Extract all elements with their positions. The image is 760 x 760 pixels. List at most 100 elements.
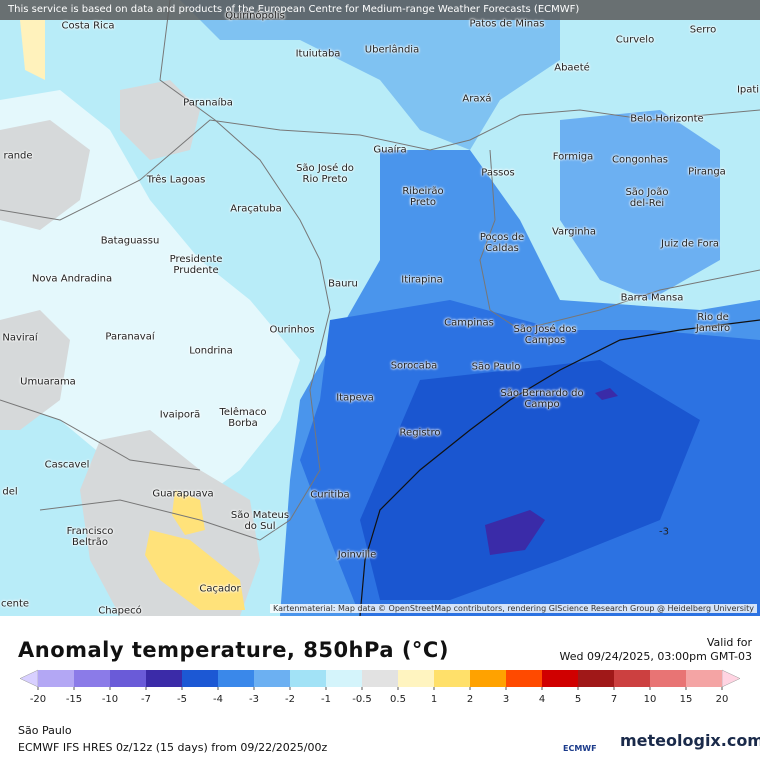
- color-bin: [434, 670, 470, 687]
- city-label[interactable]: Piranga: [688, 166, 726, 178]
- tick-label: 1: [431, 694, 437, 705]
- tick-label: -4: [213, 694, 223, 705]
- city-label[interactable]: Chapecó: [98, 605, 142, 617]
- color-bin: [542, 670, 578, 687]
- city-label[interactable]: Rio de Janeiro: [695, 312, 731, 334]
- city-label[interactable]: Naviraí: [2, 332, 38, 344]
- city-label[interactable]: Bataguassu: [100, 235, 160, 247]
- color-bin: [506, 670, 542, 687]
- city-label[interactable]: Curvelo: [615, 34, 655, 46]
- city-label[interactable]: Paranaíba: [183, 97, 233, 109]
- tick-label: 4: [539, 694, 545, 705]
- city-label[interactable]: Uberlândia: [364, 44, 420, 56]
- city-label[interactable]: Formiga: [552, 151, 594, 163]
- city-label[interactable]: rande: [3, 150, 33, 162]
- city-label[interactable]: Poços de Caldas: [479, 232, 525, 254]
- city-label[interactable]: Cascavel: [44, 459, 90, 471]
- city-label[interactable]: Itirapina: [401, 274, 443, 286]
- city-label[interactable]: São Bernardo do Campo: [500, 388, 584, 410]
- city-label[interactable]: Nova Andradina: [31, 273, 113, 285]
- tick-label: -1: [321, 694, 331, 705]
- meteologix-logo[interactable]: meteologix.com: [620, 731, 760, 750]
- tick-label: 2: [467, 694, 473, 705]
- city-label[interactable]: Ribeirão Preto: [402, 186, 444, 208]
- legend-title: Anomaly temperature, 850hPa (°C): [18, 638, 449, 662]
- contour-label: -3: [659, 526, 669, 538]
- city-label[interactable]: Ituiutaba: [295, 48, 341, 60]
- tick-label: -2: [285, 694, 295, 705]
- color-bin: [146, 670, 182, 687]
- ecmwf-logo: ECMWF: [563, 744, 597, 753]
- city-label[interactable]: São Mateus do Sul: [230, 510, 290, 532]
- city-label[interactable]: Ipati: [736, 84, 760, 96]
- city-label[interactable]: Congonhas: [612, 154, 668, 166]
- notice: This service is based on data and produc…: [0, 0, 760, 20]
- city-label[interactable]: Varginha: [551, 226, 597, 238]
- city-label[interactable]: Joinville: [337, 549, 377, 561]
- city-label[interactable]: Três Lagoas: [146, 174, 206, 186]
- city-label[interactable]: São João del-Rei: [625, 187, 669, 209]
- city-label[interactable]: Belo Horizonte: [630, 113, 704, 125]
- city-label[interactable]: Telêmaco Borba: [219, 407, 267, 429]
- color-bin: [650, 670, 686, 687]
- color-bin: [686, 670, 722, 687]
- city-label[interactable]: del: [2, 486, 18, 498]
- city-label[interactable]: Guaíra: [373, 144, 407, 156]
- city-label[interactable]: Paranavaí: [105, 331, 155, 343]
- valid-time: Wed 09/24/2025, 03:00pm GMT-03: [559, 650, 752, 663]
- attribution: Kartenmaterial: Map data © OpenStreetMap…: [269, 604, 757, 613]
- city-label[interactable]: Londrina: [189, 345, 233, 357]
- city-label[interactable]: São Paulo: [471, 361, 521, 373]
- color-bin: [578, 670, 614, 687]
- city-label[interactable]: Ourinhos: [269, 324, 315, 336]
- color-bin: [254, 670, 290, 687]
- color-bin: [398, 670, 434, 687]
- city-label[interactable]: Campinas: [444, 317, 494, 329]
- city-label[interactable]: Umuarama: [20, 376, 76, 388]
- low-arrow: [19, 669, 39, 688]
- city-label[interactable]: Juiz de Fora: [661, 238, 719, 250]
- city-label[interactable]: São José do Rio Preto: [296, 163, 354, 185]
- color-bin: [326, 670, 362, 687]
- city-label[interactable]: Araçatuba: [230, 203, 282, 215]
- city-label[interactable]: Curitiba: [310, 489, 350, 501]
- city-label[interactable]: Sorocaba: [390, 360, 438, 372]
- location: São Paulo: [18, 724, 72, 737]
- tick-label: -20: [30, 694, 46, 705]
- tick-label: 15: [680, 694, 693, 705]
- tick-label: 0.5: [390, 694, 406, 705]
- color-bin: [362, 670, 398, 687]
- color-bin: [182, 670, 218, 687]
- city-label[interactable]: Presidente Prudente: [169, 254, 223, 276]
- city-label[interactable]: Registro: [399, 427, 441, 439]
- city-label[interactable]: Guarapuava: [152, 488, 214, 500]
- tick-label: -5: [177, 694, 187, 705]
- city-label[interactable]: Caçador: [199, 583, 241, 595]
- city-label[interactable]: Patos de Minas: [469, 18, 545, 30]
- city-label[interactable]: Serro: [689, 24, 717, 36]
- city-label[interactable]: Itapeva: [336, 392, 374, 404]
- city-label[interactable]: Francisco Beltrão: [66, 526, 114, 548]
- city-label[interactable]: cente: [0, 598, 30, 610]
- color-bin: [110, 670, 146, 687]
- high-arrow: [721, 669, 741, 688]
- color-bin: [470, 670, 506, 687]
- tick-label: -10: [102, 694, 118, 705]
- tick-label: 10: [644, 694, 657, 705]
- color-bar: -20 -15 -10 -7 -5 -4 -3 -2 -1 -0.5 0.5 1 2 3 4 5 7 10 15 20: [19, 669, 741, 705]
- city-label[interactable]: Bauru: [328, 278, 358, 290]
- city-label[interactable]: Barra Mansa: [620, 292, 684, 304]
- map[interactable]: This service is based on data and produc…: [0, 0, 760, 616]
- city-label[interactable]: Araxá: [462, 93, 492, 105]
- city-label[interactable]: Passos: [481, 167, 515, 179]
- city-label[interactable]: São José dos Campos: [513, 324, 577, 346]
- city-label[interactable]: Ivaiporã: [159, 409, 201, 421]
- city-label[interactable]: Costa Rica: [61, 20, 115, 32]
- tick-label: 20: [716, 694, 729, 705]
- city-label[interactable]: Abaeté: [554, 62, 590, 74]
- tick-label: -3: [249, 694, 259, 705]
- city-label[interactable]: Quirinópolis: [225, 10, 285, 22]
- tick-label: -0.5: [352, 694, 372, 705]
- color-bin: [38, 670, 74, 687]
